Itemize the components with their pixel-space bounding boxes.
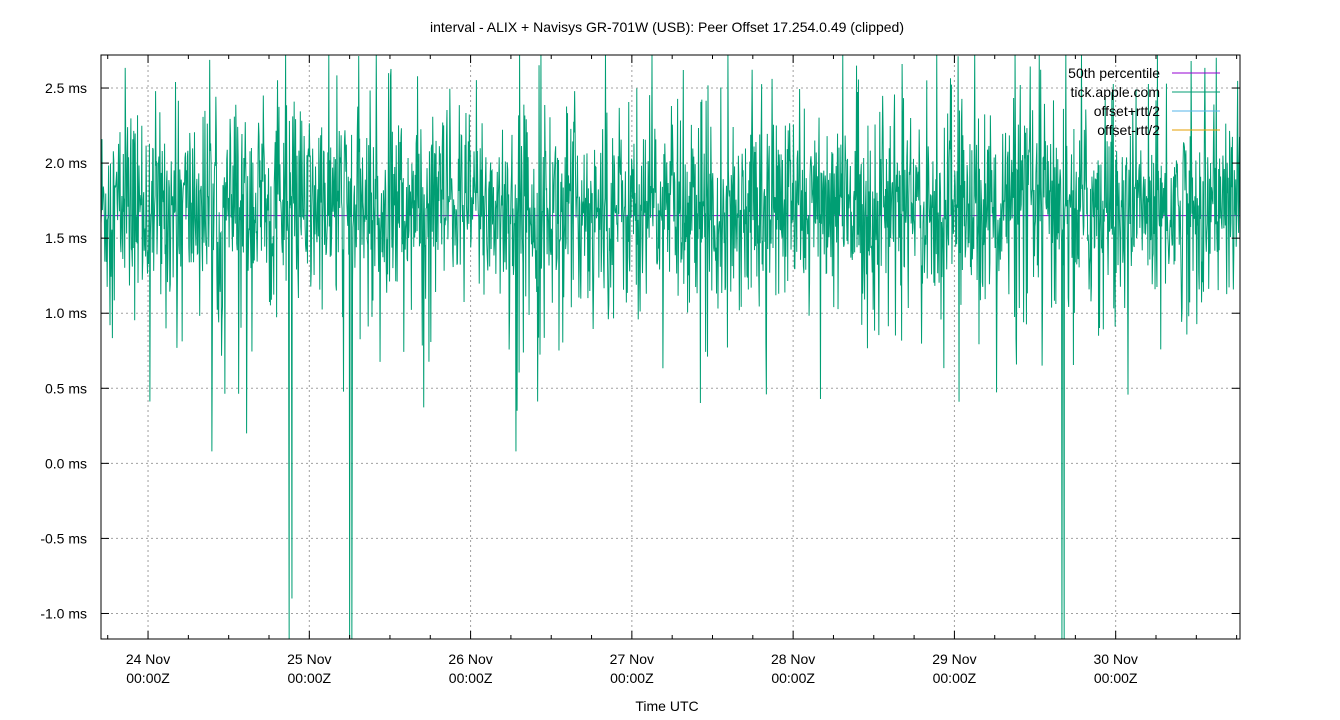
plot-frame: [100, 54, 1241, 640]
y-tick-label: 0.0 ms: [45, 455, 87, 471]
legend-label: tick.apple.com: [1071, 84, 1160, 100]
x-tick-label-time: 00:00Z: [1094, 670, 1138, 686]
y-tick-label: 1.5 ms: [45, 230, 87, 246]
y-tick-label: -1.0 ms: [40, 605, 87, 621]
x-tick-label-date: 24 Nov: [126, 651, 170, 667]
y-tick-label: 1.0 ms: [45, 305, 87, 321]
y-tick-label: 0.5 ms: [45, 380, 87, 396]
legend-label: offset+rtt/2: [1094, 103, 1160, 119]
x-tick-label-date: 28 Nov: [771, 651, 815, 667]
y-tick-label: 2.5 ms: [45, 80, 87, 96]
y-tick-label: -0.5 ms: [40, 530, 87, 546]
axis-ticks: [101, 55, 1240, 639]
x-tick-label-time: 00:00Z: [288, 670, 332, 686]
x-axis-label: Time UTC: [635, 698, 698, 714]
x-tick-label-time: 00:00Z: [771, 670, 815, 686]
x-tick-label-time: 00:00Z: [610, 670, 654, 686]
x-tick-label-date: 27 Nov: [610, 651, 654, 667]
x-axis-tick-labels: 24 Nov 00:00Z 25 Nov 00:00Z 26 Nov 00:00Z 27 N…: [126, 651, 1138, 686]
x-tick-label-date: 26 Nov: [448, 651, 492, 667]
series-layer: [101, 55, 1240, 639]
legend-label: offset-rtt/2: [1097, 122, 1160, 138]
x-tick-label-date: 30 Nov: [1094, 651, 1138, 667]
legend-label: 50th percentile: [1068, 65, 1160, 81]
x-tick-label-date: 29 Nov: [932, 651, 976, 667]
grid-lines: [101, 55, 1240, 639]
y-tick-label: 2.0 ms: [45, 155, 87, 171]
y-axis-tick-labels: 2.5 ms 2.0 ms 1.5 ms 1.0 ms 0.5 ms 0.0 ms -0.5…: [40, 80, 87, 621]
x-tick-label-date: 25 Nov: [287, 651, 331, 667]
x-tick-label-time: 00:00Z: [126, 670, 170, 686]
chart-title: interval - ALIX + Navisys GR-701W (USB):…: [430, 19, 904, 35]
legend: 50th percentile tick.apple.com offset+rtt/…: [1068, 65, 1220, 138]
x-tick-label-time: 00:00Z: [933, 670, 977, 686]
series-offset-line: [101, 55, 1240, 639]
x-tick-label-time: 00:00Z: [449, 670, 493, 686]
